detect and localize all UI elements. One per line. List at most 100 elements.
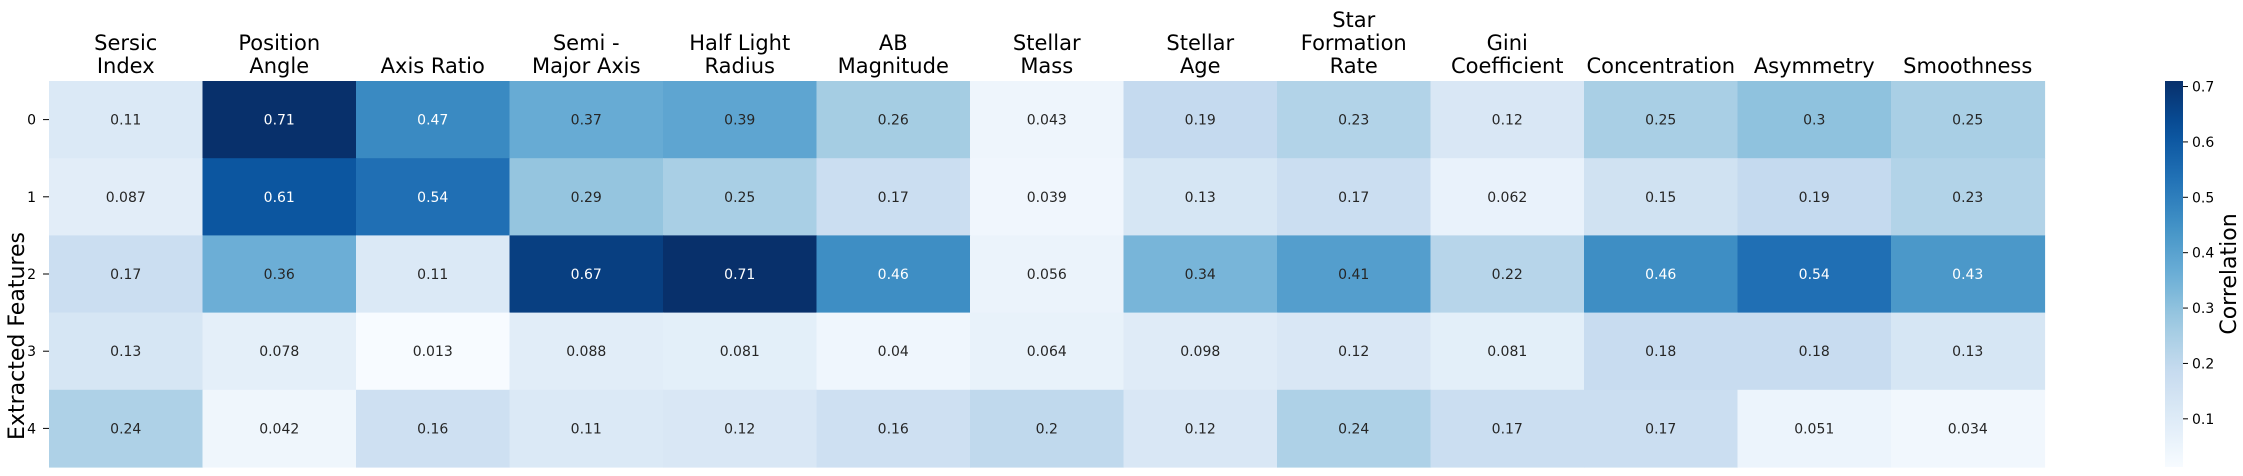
- heatmap-cell: [1891, 312, 2046, 391]
- cell-value-label: 0.43: [1952, 267, 1983, 283]
- heatmap-cell: [1123, 235, 1278, 314]
- heatmap-cell: [202, 81, 357, 159]
- cell-value-label: 0.46: [878, 267, 909, 283]
- heatmap-cell: [1277, 389, 1432, 468]
- column-label: Half Light: [689, 31, 790, 55]
- cell-value-label: 0.25: [1952, 113, 1983, 129]
- cell-value-label: 0.17: [1492, 421, 1523, 437]
- heatmap-cell: [1123, 389, 1278, 468]
- cell-value-label: 0.23: [1952, 190, 1983, 206]
- column-label: Radius: [705, 54, 775, 78]
- cell-value-label: 0.18: [1645, 344, 1676, 360]
- heatmap-cell: [663, 158, 818, 236]
- heatmap-cell: [1891, 235, 2046, 314]
- heatmap-cell: [1123, 81, 1278, 159]
- heatmap-cell: [816, 158, 971, 236]
- cell-value-label: 0.16: [878, 421, 909, 437]
- cell-value-label: 0.36: [264, 267, 295, 283]
- column-label: Stellar: [1166, 31, 1234, 55]
- cell-value-label: 0.24: [1338, 421, 1369, 437]
- colorbar-tick-label: 0.4: [2192, 246, 2214, 262]
- cell-value-label: 0.087: [106, 190, 146, 206]
- row-label: 1: [27, 190, 36, 206]
- heatmap-cell: [1737, 312, 1892, 391]
- heatmap-cell: [1430, 158, 1585, 236]
- cell-value-label: 0.23: [1338, 113, 1369, 129]
- column-label: Semi -: [553, 31, 620, 55]
- heatmap-cell: [1430, 81, 1585, 159]
- cell-value-label: 0.22: [1492, 267, 1523, 283]
- column-label: Age: [1180, 54, 1221, 78]
- cell-value-label: 0.19: [1799, 190, 1830, 206]
- heatmap-cell: [663, 81, 818, 159]
- heatmap-cell: [202, 389, 357, 468]
- cell-value-label: 0.11: [571, 421, 602, 437]
- cell-value-label: 0.46: [1645, 267, 1676, 283]
- heatmap-cell: [356, 235, 511, 314]
- colorbar-tick-label: 0.7: [2192, 80, 2214, 96]
- cell-value-label: 0.34: [1185, 267, 1216, 283]
- row-label: 3: [27, 344, 36, 360]
- cell-value-label: 0.081: [1487, 344, 1527, 360]
- heatmap-cell: [49, 235, 204, 314]
- heatmap-cell: [1737, 81, 1892, 159]
- heatmap-cell: [816, 312, 971, 391]
- heatmap-cell: [1584, 312, 1739, 391]
- cell-value-label: 0.12: [1185, 421, 1216, 437]
- cell-value-label: 0.11: [110, 113, 141, 129]
- column-label: Sersic: [94, 31, 157, 55]
- heatmap-cell: [970, 312, 1125, 391]
- column-label: Angle: [249, 54, 309, 78]
- cell-value-label: 0.3: [1803, 113, 1825, 129]
- heatmap-cell: [1430, 312, 1585, 391]
- heatmap-cell: [1277, 235, 1432, 314]
- cell-value-label: 0.2: [1036, 421, 1058, 437]
- cell-value-label: 0.13: [110, 344, 141, 360]
- heatmap-cell: [1891, 158, 2046, 236]
- colorbar: [2165, 81, 2183, 467]
- column-label: Index: [97, 54, 155, 78]
- heatmap-cell: [509, 389, 664, 468]
- cell-value-label: 0.12: [724, 421, 755, 437]
- colorbar-ticks: 0.1 0.2 0.3 0.4 0.5 0.6 0.7: [2183, 80, 2214, 428]
- heatmap-cell: [1430, 235, 1585, 314]
- cell-value-label: 0.26: [878, 113, 909, 129]
- colorbar-tick-label: 0.3: [2192, 301, 2214, 317]
- heatmap-cell: [1277, 81, 1432, 159]
- column-label: Star: [1332, 8, 1375, 32]
- colorbar-tick-label: 0.1: [2192, 412, 2214, 428]
- heatmap-cell: [1737, 158, 1892, 236]
- cell-value-label: 0.17: [878, 190, 909, 206]
- cell-value-label: 0.081: [720, 344, 760, 360]
- cell-value-label: 0.034: [1948, 421, 1988, 437]
- cell-value-label: 0.54: [1799, 267, 1830, 283]
- heatmap-cell: [356, 389, 511, 468]
- cell-value-label: 0.17: [110, 267, 141, 283]
- cell-value-label: 0.16: [417, 421, 448, 437]
- y-axis-label: Extracted Features: [5, 232, 30, 440]
- heatmap-cell: [356, 81, 511, 159]
- cell-value-label: 0.24: [110, 421, 141, 437]
- heatmap-cell: [49, 312, 204, 391]
- cell-value-label: 0.062: [1487, 190, 1527, 206]
- column-label: Stellar: [1013, 31, 1081, 55]
- heatmap-cell: [1584, 81, 1739, 159]
- cell-value-label: 0.71: [264, 113, 295, 129]
- row-label: 2: [27, 267, 36, 283]
- heatmap-cell: [1584, 158, 1739, 236]
- cell-value-label: 0.12: [1338, 344, 1369, 360]
- heatmap-cell: [1584, 389, 1739, 468]
- heatmap-cell: [1584, 235, 1739, 314]
- heatmap-cell: [1123, 158, 1278, 236]
- heatmap-cell: [816, 235, 971, 314]
- column-label: Formation: [1301, 31, 1407, 55]
- heatmap-cell: [49, 81, 204, 159]
- heatmap-cell: [202, 158, 357, 236]
- heatmap-cell: [970, 235, 1125, 314]
- heatmap-cell-labels: 0.11 0.71 0.47 0.37 0.39 0.26 0.043 0.19 0.23 0.1…: [106, 113, 1988, 438]
- colorbar-tick-label: 0.6: [2192, 135, 2214, 151]
- heatmap-cell: [356, 312, 511, 391]
- heatmap-cell: [1277, 312, 1432, 391]
- column-label: Asymmetry: [1754, 54, 1875, 78]
- cell-value-label: 0.051: [1794, 421, 1834, 437]
